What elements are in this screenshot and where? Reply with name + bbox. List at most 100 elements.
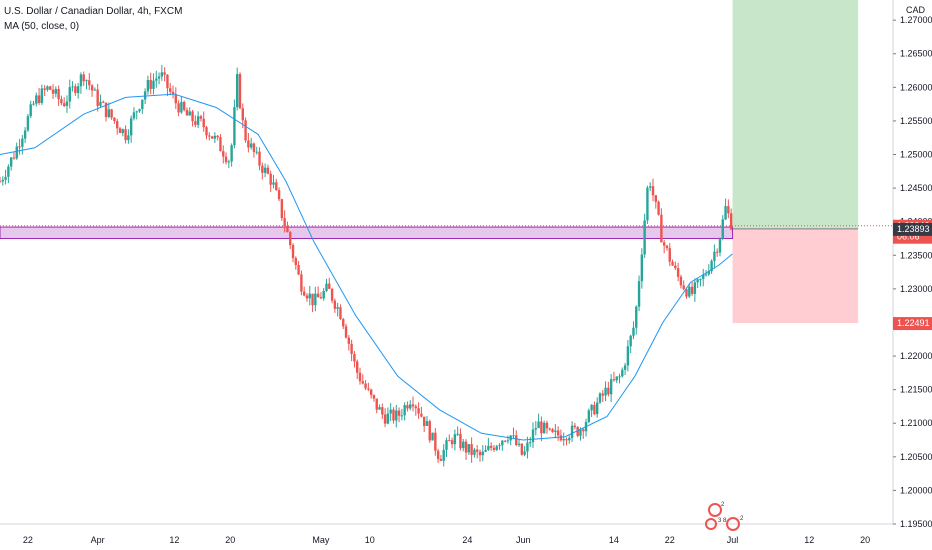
- candle-body: [389, 409, 392, 414]
- candle-body: [551, 429, 554, 432]
- candle-body: [249, 143, 253, 148]
- candle-body: [565, 439, 568, 441]
- candle-body: [224, 156, 228, 163]
- candle-body: [135, 111, 138, 113]
- candle-body: [690, 286, 694, 294]
- candle-body: [397, 410, 401, 416]
- candle-body: [400, 415, 404, 417]
- candle-body: [676, 268, 680, 277]
- candle-body: [149, 79, 152, 89]
- svg-text:3: 3: [718, 518, 722, 524]
- symbol-title[interactable]: U.S. Dollar / Canadian Dollar, 4h, FXCM: [4, 6, 183, 17]
- candle-body: [316, 293, 320, 298]
- candle-body: [635, 306, 638, 328]
- candle-body: [537, 421, 540, 429]
- candle-body: [487, 445, 490, 451]
- candle-body: [196, 116, 200, 125]
- candle-body: [266, 167, 270, 174]
- candle-body: [205, 127, 208, 136]
- candle-body: [166, 74, 169, 89]
- candle-body: [704, 274, 708, 276]
- candle-body: [358, 372, 362, 382]
- candle-body: [219, 137, 222, 152]
- candle-body: [230, 145, 233, 162]
- candle-body: [57, 89, 60, 100]
- candle-body: [498, 445, 501, 447]
- candle-body: [49, 86, 52, 90]
- candle-body: [470, 444, 473, 455]
- candle-body: [182, 101, 186, 110]
- candle-body: [60, 99, 63, 104]
- candle-body: [657, 201, 660, 215]
- price-tick-label: 1.23500: [900, 250, 932, 260]
- candle-body: [671, 261, 674, 266]
- svg-text:2: 2: [721, 502, 725, 508]
- candle-body: [163, 72, 166, 75]
- candle-body: [682, 285, 685, 290]
- time-tick-label: 22: [665, 535, 675, 545]
- candle-body: [280, 199, 284, 219]
- candle-body: [422, 416, 426, 426]
- price-tick-label: 1.20500: [900, 452, 932, 462]
- candle-body: [473, 449, 476, 455]
- candle-body: [378, 407, 381, 410]
- candle-body: [442, 449, 445, 461]
- candle-body: [216, 135, 219, 138]
- price-tick-label: 1.27000: [900, 15, 932, 25]
- candle-body: [587, 410, 591, 422]
- candle-body: [411, 404, 415, 407]
- candle-body: [621, 369, 624, 377]
- candle-body: [29, 104, 32, 117]
- candle-body: [428, 421, 431, 441]
- candle-body: [420, 413, 423, 417]
- candle-body: [506, 440, 510, 442]
- candle-body: [152, 80, 155, 89]
- candle-body: [247, 140, 250, 148]
- candle-body: [383, 414, 387, 424]
- candle-body: [62, 103, 66, 107]
- candle-body: [492, 447, 496, 450]
- candle-body: [15, 146, 18, 159]
- candle-body: [453, 434, 457, 445]
- candle-body: [431, 432, 434, 441]
- price-tick-label: 1.20000: [900, 485, 932, 495]
- candle-body: [475, 449, 479, 452]
- candle-body: [300, 274, 303, 292]
- candle-body: [102, 101, 105, 103]
- candle-body: [275, 182, 278, 191]
- candle-body: [68, 87, 71, 102]
- candle-body: [85, 80, 88, 82]
- candle-body: [713, 251, 716, 261]
- candle-body: [590, 404, 593, 411]
- candle-body: [626, 346, 630, 366]
- candle-body: [43, 88, 46, 90]
- candle-body: [545, 422, 549, 429]
- candle-body: [325, 283, 328, 291]
- candle-body: [40, 88, 44, 103]
- moving-average-line: [0, 93, 733, 441]
- candle-body: [548, 428, 551, 430]
- candle-body: [1, 179, 4, 182]
- resistance-zone: [0, 226, 734, 239]
- legend: U.S. Dollar / Canadian Dollar, 4h, FXCM …: [4, 4, 182, 34]
- candle-body: [601, 393, 604, 396]
- indicator-label[interactable]: MA (50, close, 0): [4, 21, 80, 32]
- candle-body: [660, 214, 663, 243]
- candle-body: [685, 289, 688, 297]
- candle-body: [654, 195, 657, 202]
- candle-body: [356, 361, 359, 373]
- candle-body: [238, 74, 242, 109]
- candle-body: [369, 389, 373, 396]
- candle-body: [467, 444, 471, 453]
- candle-body: [305, 295, 309, 299]
- candle-body: [233, 107, 236, 146]
- candle-body: [651, 186, 655, 196]
- candle-body: [308, 293, 311, 299]
- candle-body: [322, 290, 325, 299]
- candle-body: [375, 398, 378, 410]
- candle-body: [116, 121, 119, 129]
- candle-body: [347, 337, 351, 344]
- candle-body: [593, 404, 596, 415]
